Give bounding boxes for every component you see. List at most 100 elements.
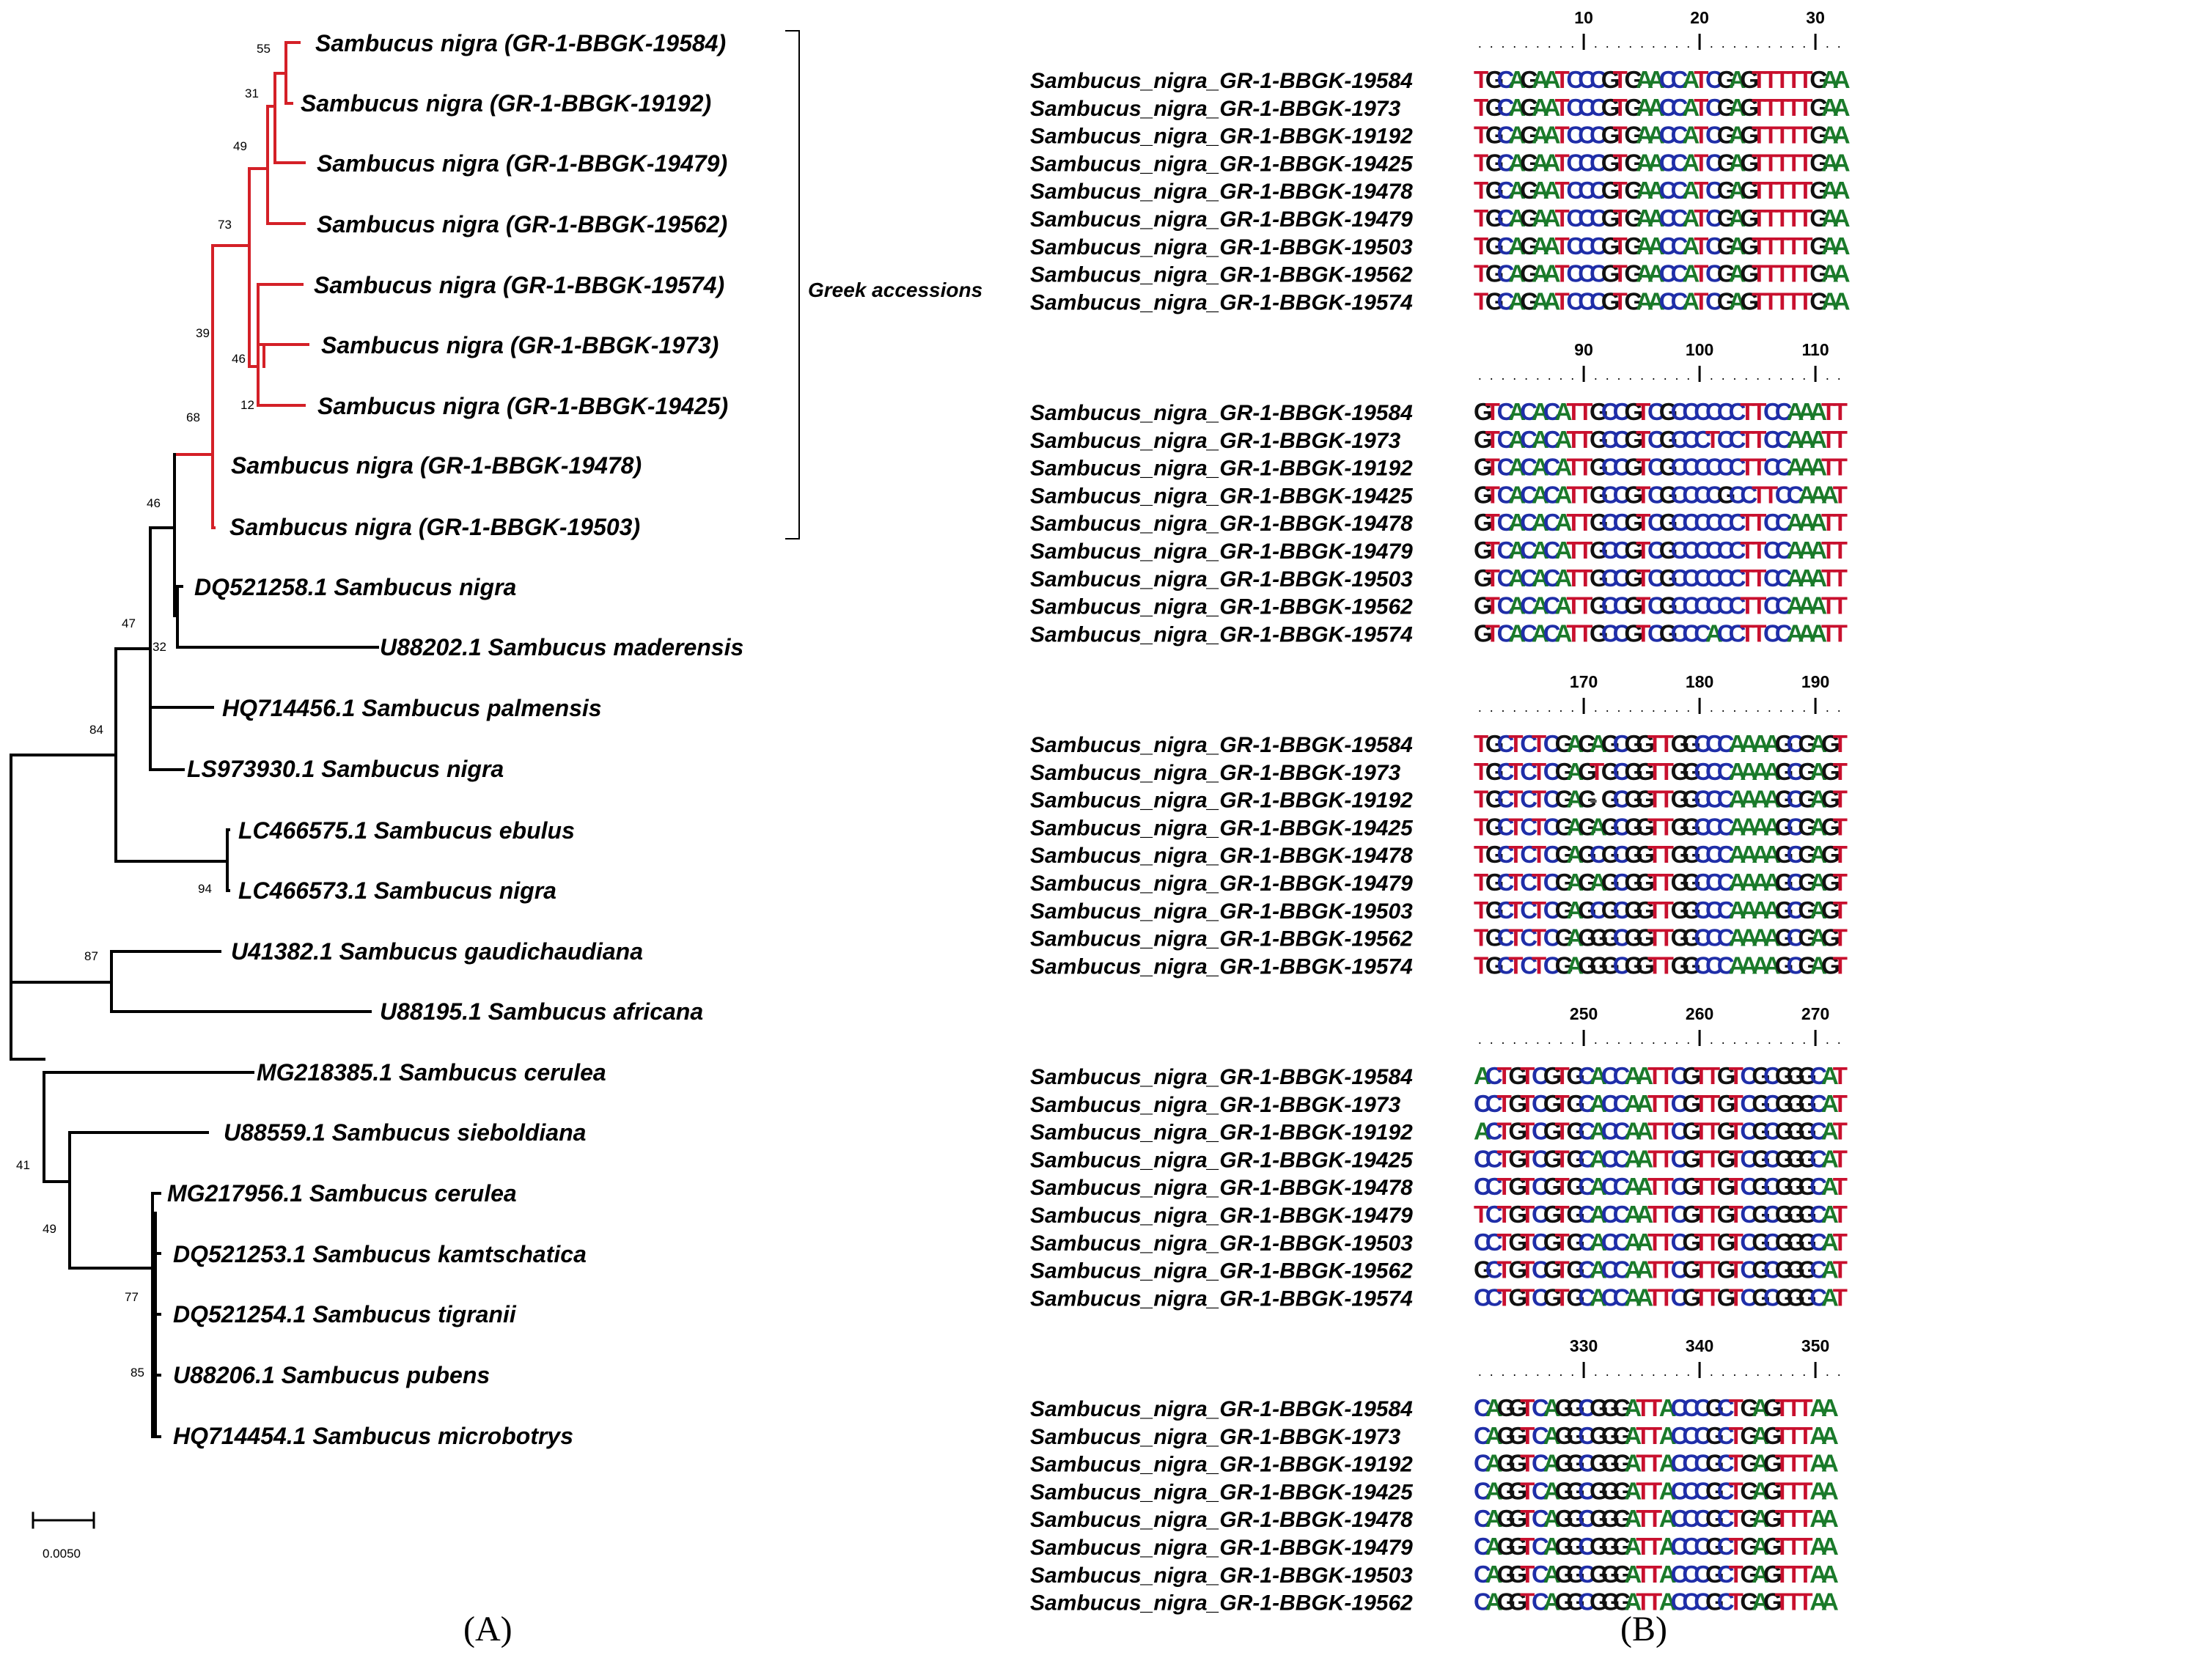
- base-letter: C: [1729, 509, 1746, 536]
- base-letter: T: [1798, 1450, 1812, 1477]
- base-letter: T: [1647, 1145, 1662, 1172]
- base-letter: T: [1798, 205, 1812, 232]
- base-letter: A: [1809, 1422, 1827, 1449]
- base-letter: C: [1682, 1561, 1700, 1588]
- base-letter: T: [1659, 1090, 1674, 1117]
- base-letter: A: [1532, 592, 1549, 619]
- base-letter: C: [1809, 1229, 1827, 1256]
- base-letter: C: [1705, 398, 1723, 425]
- base-letter: C: [1694, 924, 1711, 951]
- base-letter: T: [1798, 94, 1812, 121]
- ruler-dot: .: [1652, 700, 1656, 715]
- base-letter: T: [1520, 1394, 1535, 1421]
- base-letter: C: [1763, 619, 1781, 647]
- base-letter: A: [1798, 509, 1815, 536]
- base-letter: G: [1543, 1284, 1562, 1311]
- base-letter: G: [1485, 730, 1504, 757]
- base-letter: A: [1485, 1394, 1503, 1421]
- base-letter: C: [1497, 398, 1515, 425]
- base-letter: C: [1729, 481, 1746, 508]
- base-letter: T: [1497, 1229, 1512, 1256]
- base-letter: A: [1543, 1450, 1561, 1477]
- base-letter: T: [1833, 758, 1848, 785]
- base-letter: A: [1555, 426, 1573, 453]
- base-letter: G: [1740, 287, 1759, 314]
- base-letter: C: [1694, 509, 1711, 536]
- base-letter: C: [1601, 1173, 1619, 1200]
- position-number: 170: [1570, 672, 1598, 691]
- base-letter: C: [1578, 1090, 1595, 1117]
- base-letter: A: [1590, 869, 1607, 896]
- base-letter: A: [1729, 786, 1746, 813]
- base-letter: G: [1543, 1256, 1562, 1284]
- base-letter: G: [1636, 758, 1655, 785]
- base-letter: C: [1717, 1588, 1735, 1616]
- base-letter: A: [1821, 205, 1839, 232]
- position-number: 30: [1806, 8, 1825, 27]
- base-letter: A: [1809, 509, 1827, 536]
- base-letter: A: [1821, 1561, 1839, 1588]
- base-letter: C: [1729, 619, 1746, 647]
- bootstrap-value: 68: [186, 410, 200, 424]
- base-letter: T: [1659, 813, 1674, 840]
- base-letter: G: [1682, 813, 1701, 840]
- base-letter: A: [1682, 66, 1700, 93]
- base-letter: T: [1555, 1173, 1570, 1200]
- base-letter: A: [1787, 592, 1804, 619]
- base-letter: G: [1485, 896, 1504, 924]
- base-letter: T: [1647, 1477, 1662, 1504]
- base-letter: G: [1717, 149, 1736, 176]
- base-letter: C: [1532, 1229, 1549, 1256]
- base-letter: G: [1601, 869, 1620, 896]
- base-letter: C: [1705, 924, 1723, 951]
- base-letter: G: [1520, 122, 1539, 149]
- base-letter: T: [1647, 758, 1662, 785]
- base-letter: G: [1497, 1450, 1516, 1477]
- base-letter: T: [1497, 1118, 1512, 1145]
- base-letter: C: [1485, 1256, 1503, 1284]
- base-letter: C: [1763, 1145, 1781, 1172]
- base-letter: G: [1671, 924, 1690, 951]
- base-letter: G: [1659, 619, 1678, 647]
- base-letter: C: [1775, 564, 1793, 592]
- sequence-row: GTCACACATTGCCGTCGCCCTCCTTCCAAATT: [1474, 426, 1848, 453]
- base-letter: C: [1578, 260, 1595, 287]
- base-letter: C: [1705, 841, 1723, 868]
- base-letter: A: [1636, 1284, 1653, 1311]
- ruler-dot: .: [1559, 368, 1563, 383]
- ruler-dot: .: [1837, 1364, 1841, 1379]
- base-letter: T: [1705, 1090, 1720, 1117]
- base-letter: C: [1566, 287, 1584, 314]
- base-letter: T: [1705, 1062, 1720, 1089]
- base-letter: G: [1798, 896, 1817, 924]
- base-letter: T: [1566, 537, 1581, 564]
- base-letter: T: [1694, 122, 1708, 149]
- base-letter: G: [1508, 1561, 1527, 1588]
- base-letter: C: [1532, 1062, 1549, 1089]
- base-letter: G: [1787, 1062, 1806, 1089]
- base-letter: C: [1532, 1090, 1549, 1117]
- base-letter: A: [1624, 1422, 1642, 1449]
- base-letter: A: [1566, 869, 1584, 896]
- leaf-label: U88559.1 Sambucus sieboldiana: [224, 1119, 586, 1146]
- ruler-dot: .: [1791, 368, 1795, 383]
- base-letter: C: [1705, 951, 1723, 979]
- base-letter: A: [1636, 205, 1653, 232]
- base-letter: C: [1717, 454, 1735, 481]
- base-letter: A: [1809, 564, 1827, 592]
- base-letter: C: [1763, 1284, 1781, 1311]
- base-letter: C: [1613, 537, 1631, 564]
- base-letter: A: [1809, 1450, 1827, 1477]
- position-number: 350: [1801, 1336, 1829, 1355]
- base-letter: G: [1798, 869, 1817, 896]
- base-letter: C: [1682, 619, 1700, 647]
- bootstrap-value: 55: [257, 42, 271, 56]
- base-letter: G: [1705, 1394, 1724, 1421]
- ruler-dot: .: [1502, 700, 1505, 715]
- base-letter: C: [1601, 1229, 1619, 1256]
- base-letter: G: [1752, 1118, 1771, 1145]
- base-letter: C: [1717, 869, 1735, 896]
- base-letter: C: [1590, 122, 1607, 149]
- base-letter: A: [1647, 177, 1665, 204]
- base-letter: G: [1520, 232, 1539, 259]
